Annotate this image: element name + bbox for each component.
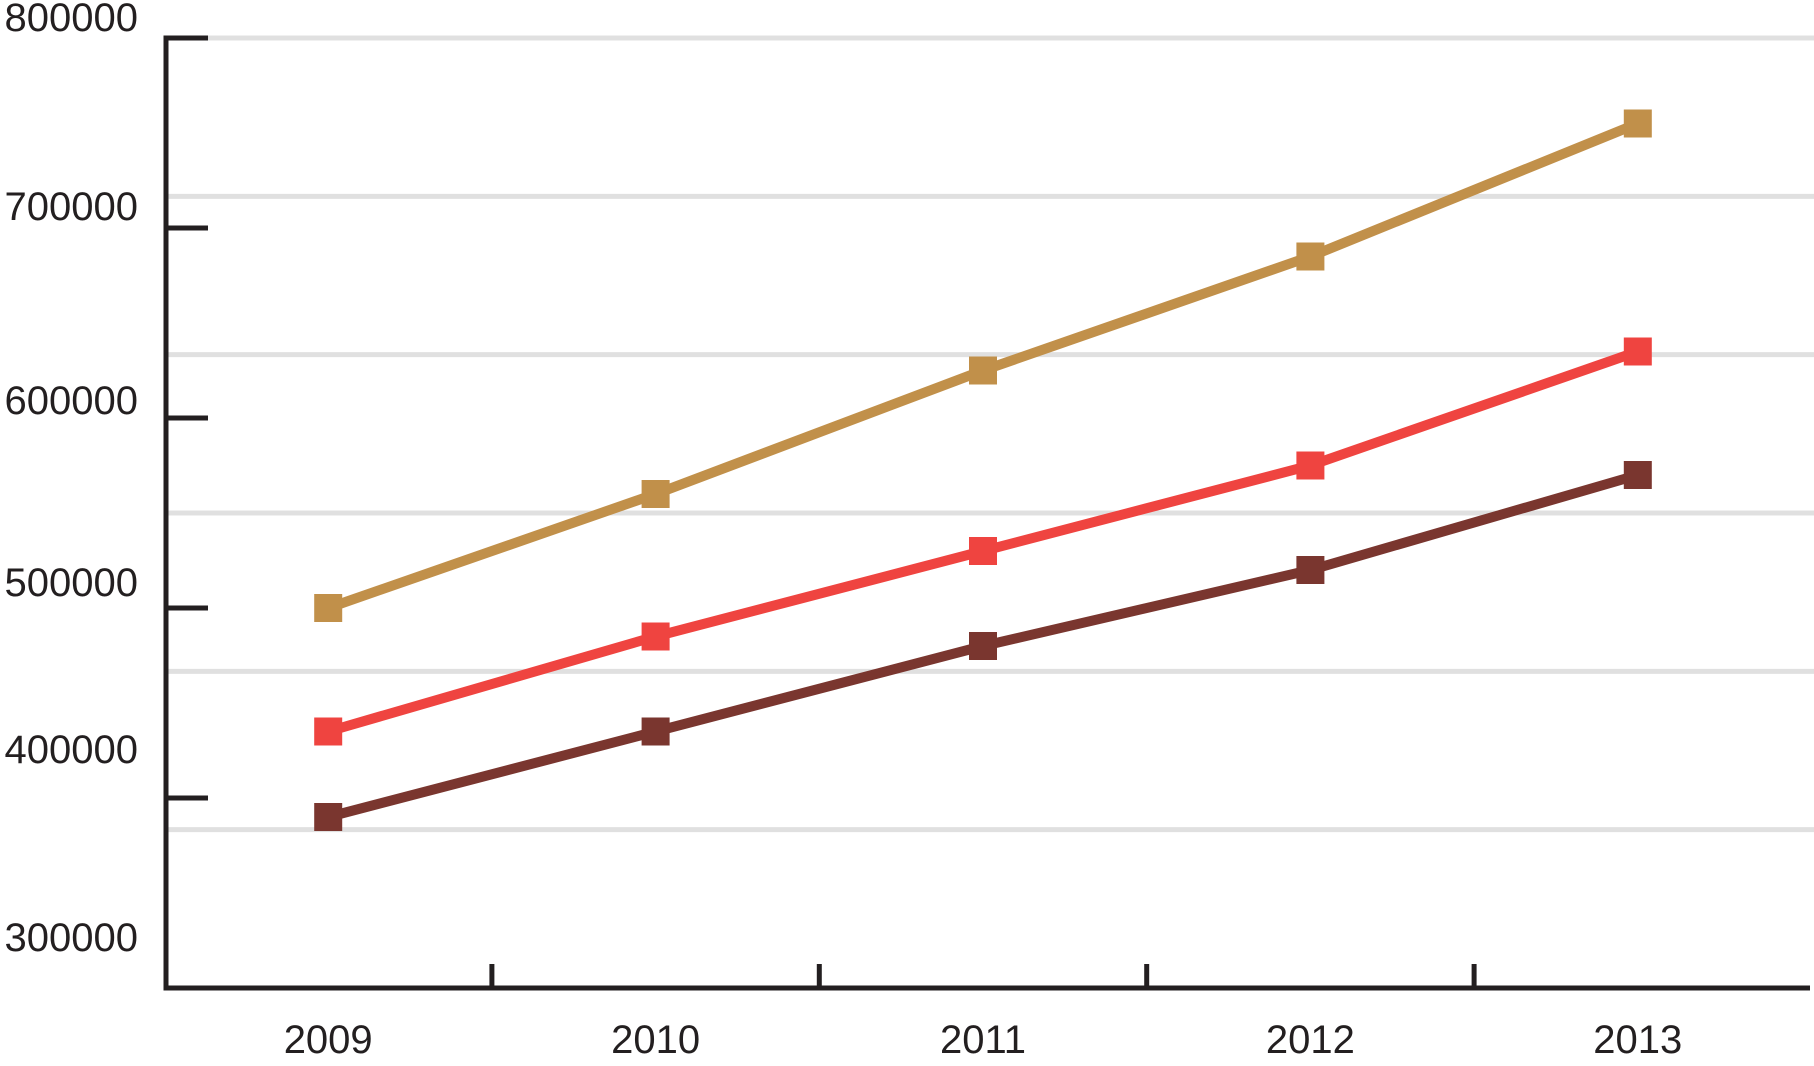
marker-dark-brown-2011 — [969, 632, 997, 660]
marker-dark-brown-2009 — [314, 803, 343, 831]
y-axis-label: 400000 — [4, 728, 138, 772]
marker-gold-2010 — [641, 480, 670, 508]
marker-gold-2011 — [969, 356, 997, 385]
x-axis-label: 2010 — [611, 1018, 701, 1062]
x-axis-label: 2013 — [1593, 1018, 1683, 1062]
marker-red-2009 — [314, 717, 343, 746]
marker-red-2012 — [1296, 451, 1325, 480]
marker-red-2013 — [1623, 337, 1652, 366]
x-axis-label: 2009 — [283, 1018, 373, 1062]
y-axis-label: 500000 — [4, 561, 138, 605]
marker-gold-2009 — [314, 594, 343, 622]
x-axis-label: 2012 — [1265, 1018, 1355, 1062]
y-axis-label: 600000 — [4, 379, 138, 423]
y-axis-label: 800000 — [4, 0, 138, 40]
y-axis-label: 300000 — [4, 916, 138, 960]
marker-gold-2012 — [1296, 242, 1325, 271]
marker-red-2010 — [641, 622, 670, 651]
y-axis-label: 700000 — [4, 185, 138, 229]
marker-dark-brown-2013 — [1623, 461, 1652, 489]
marker-dark-brown-2012 — [1296, 556, 1325, 584]
marker-gold-2013 — [1623, 109, 1652, 138]
marker-dark-brown-2010 — [641, 717, 670, 746]
x-axis-label: 2011 — [939, 1018, 1026, 1062]
marker-red-2011 — [969, 537, 997, 565]
